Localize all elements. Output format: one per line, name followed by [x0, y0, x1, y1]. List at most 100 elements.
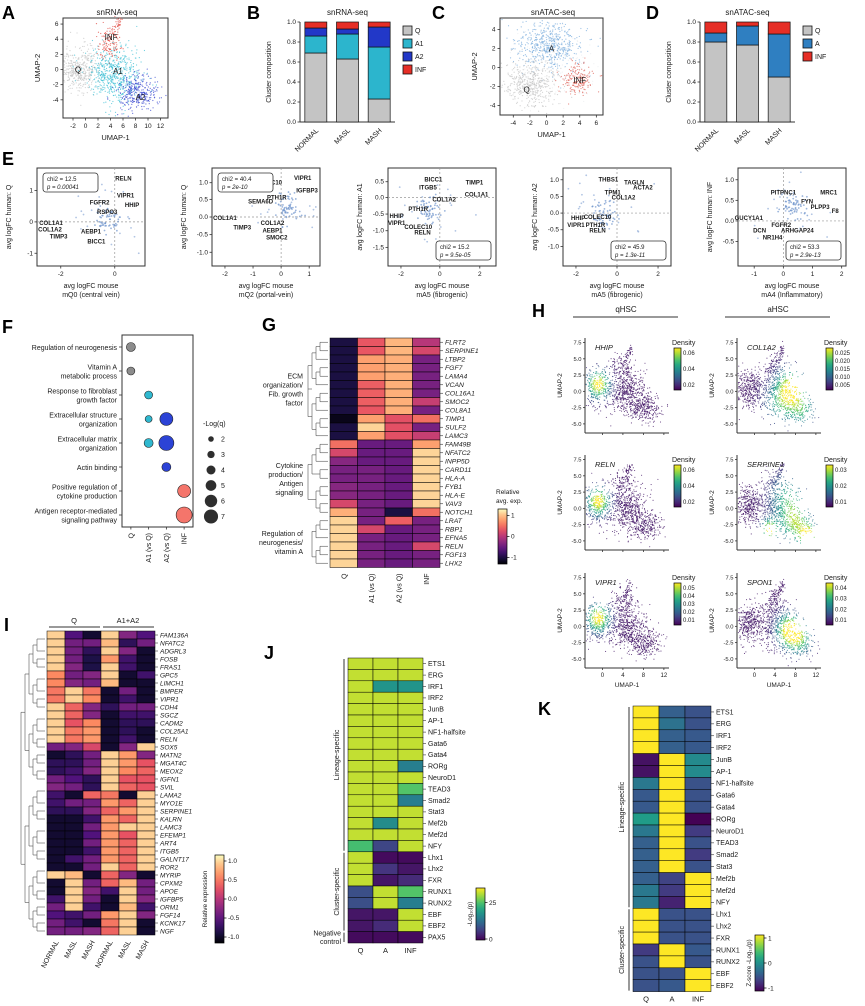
heatmap-cell	[357, 439, 386, 449]
density-point	[594, 381, 596, 383]
umap-point	[102, 58, 104, 60]
umap-point	[552, 68, 554, 70]
umap-point	[526, 94, 528, 97]
umap-point	[528, 86, 530, 89]
density-point	[636, 406, 638, 408]
density-point	[604, 384, 606, 386]
scatter-point	[426, 218, 429, 221]
umap-point	[581, 83, 583, 85]
density-point	[617, 372, 619, 374]
umap-point	[534, 98, 537, 101]
heatmap-cell	[329, 465, 358, 475]
density-point	[596, 386, 598, 388]
density-point	[597, 381, 599, 383]
density-point	[638, 399, 640, 402]
umap-point	[533, 88, 535, 90]
umap-point	[507, 86, 509, 88]
umap-point	[517, 97, 519, 99]
umap-point	[560, 72, 562, 74]
umap-point	[100, 91, 102, 93]
umap-point	[92, 64, 94, 66]
umap-point	[536, 88, 538, 90]
umap-point	[576, 76, 578, 78]
umap-point	[535, 40, 537, 42]
density-point	[619, 391, 621, 393]
heatmap-cell	[357, 465, 386, 475]
scatter-point	[428, 217, 431, 220]
scatter-point	[611, 223, 613, 225]
umap-point	[561, 48, 563, 50]
umap-point	[94, 68, 96, 70]
heatmap-cell	[329, 346, 358, 356]
density-point	[638, 401, 640, 404]
umap-point	[138, 94, 141, 96]
density-point	[592, 390, 594, 392]
umap-point	[541, 101, 543, 104]
umap-point	[64, 57, 66, 59]
heatmap-cell	[357, 499, 386, 509]
umap-point	[511, 69, 513, 71]
umap-point	[567, 55, 569, 57]
density-point	[613, 361, 615, 363]
umap-point	[513, 41, 515, 43]
umap-point	[113, 65, 115, 67]
scatter-point	[80, 210, 83, 213]
row-label: LAMC3	[445, 433, 468, 440]
umap-point	[549, 91, 551, 93]
umap-point	[69, 84, 71, 86]
scatter-point	[137, 252, 140, 255]
umap-point	[124, 90, 126, 92]
umap-point	[124, 75, 126, 77]
bar-segment-A1	[304, 35, 328, 54]
density-point	[646, 412, 648, 414]
umap-point	[110, 78, 113, 80]
umap-point	[116, 55, 118, 57]
umap-point	[525, 20, 527, 23]
umap-point	[590, 53, 592, 55]
density-point	[606, 395, 608, 397]
umap-point	[76, 32, 78, 34]
y-tick-label: 0	[29, 219, 33, 226]
bar-segment-INF	[367, 21, 391, 28]
umap-point	[572, 66, 575, 68]
scatter-point	[421, 195, 424, 198]
density-point	[618, 357, 620, 359]
umap-point	[521, 74, 524, 77]
umap-point	[524, 72, 526, 74]
density-point	[605, 374, 607, 377]
panel-letter-J: J	[264, 643, 275, 663]
umap-point	[144, 96, 146, 98]
scatter-point	[805, 195, 808, 198]
umap-point	[100, 52, 102, 54]
go-dot	[143, 438, 154, 448]
umap-point	[116, 23, 118, 25]
col-label: INF	[424, 574, 431, 585]
umap-point	[143, 78, 145, 80]
umap-point	[562, 23, 564, 25]
umap-point	[569, 77, 571, 79]
y-tick-label: -1.0	[548, 243, 560, 250]
umap-point	[546, 44, 549, 47]
scatter-point	[443, 210, 446, 212]
umap-point	[69, 71, 71, 74]
umap-point	[79, 73, 82, 75]
umap-point	[553, 60, 555, 62]
heatmap-cell	[329, 541, 358, 551]
umap-point	[530, 64, 532, 67]
umap-point	[111, 53, 113, 55]
scatter-point	[429, 205, 432, 208]
umap-point	[531, 59, 533, 61]
density-point	[626, 389, 628, 391]
umap-point	[120, 56, 122, 59]
heatmap-cell	[329, 397, 358, 407]
scatter-point	[594, 218, 597, 221]
density-point	[591, 403, 593, 405]
density-point	[627, 366, 629, 368]
density-point	[622, 405, 624, 407]
umap-point	[124, 72, 127, 75]
gene-label: COL1A1	[213, 216, 237, 222]
umap-point	[546, 81, 548, 83]
density-point	[653, 413, 655, 415]
umap-point	[129, 67, 131, 69]
umap-point	[577, 87, 579, 89]
